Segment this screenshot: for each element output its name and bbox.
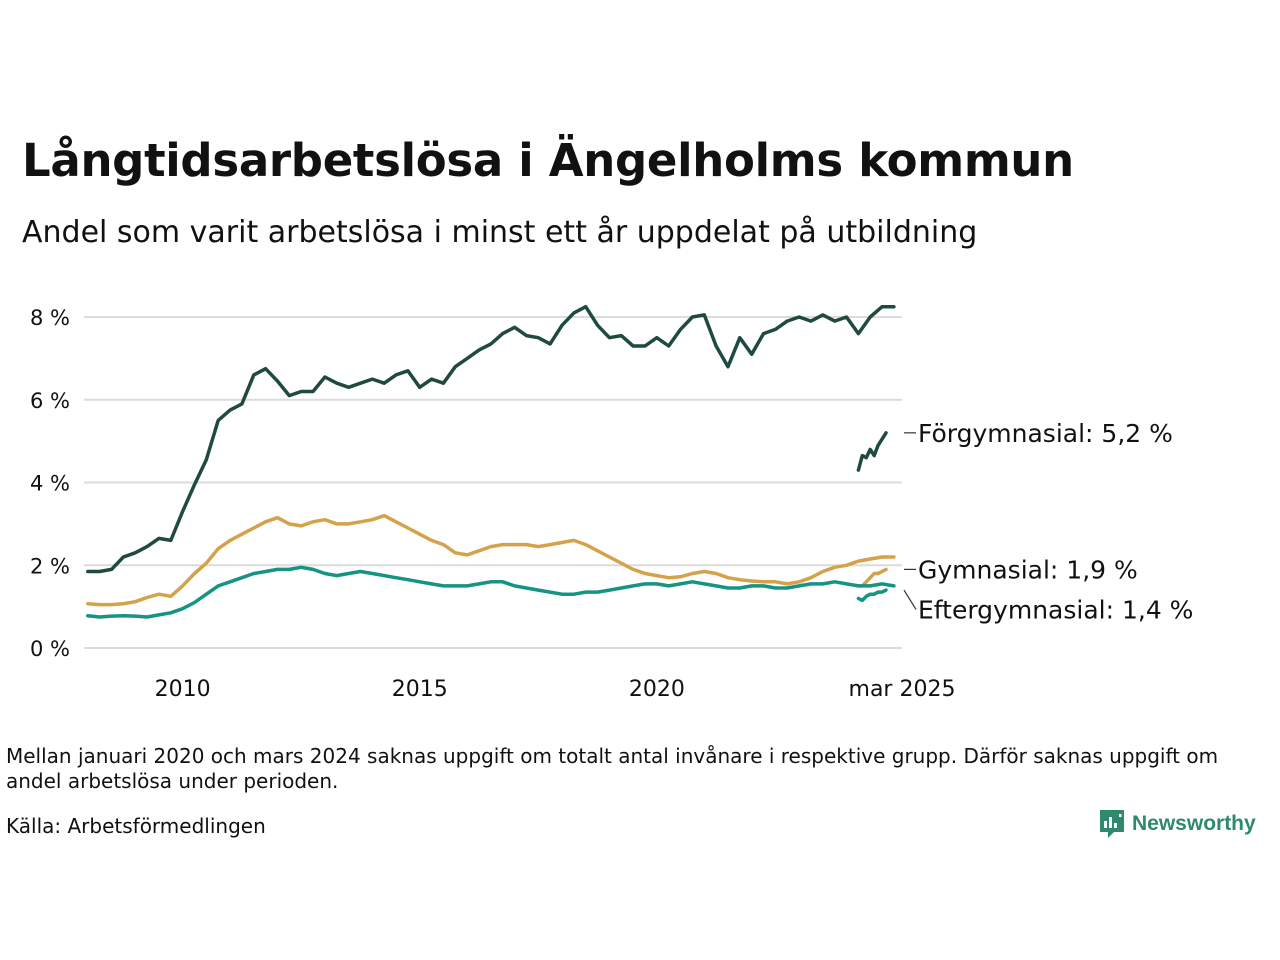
chart-subtitle: Andel som varit arbetslösa i minst ett å…	[22, 215, 978, 250]
y-tick-label: 8 %	[30, 306, 70, 330]
end-label-förgymnasial: Förgymnasial: 5,2 %	[918, 419, 1173, 448]
source-text: Källa: Arbetsförmedlingen	[6, 814, 266, 838]
x-tick-label: 2015	[392, 677, 448, 702]
chart-title: Långtidsarbetslösa i Ängelholms kommun	[22, 134, 1074, 187]
y-axis-ticks: 0 % 2 % 4 % 6 % 8 %	[30, 306, 70, 661]
newsworthy-logo-icon	[1100, 810, 1124, 838]
end-label-connector	[903, 589, 917, 610]
series-line-eftergymnasial	[86, 565, 896, 619]
newsworthy-logo: Newsworthy	[1098, 808, 1256, 840]
x-tick-label: mar 2025	[849, 677, 956, 702]
x-tick-label: 2020	[629, 677, 685, 702]
newsworthy-logo-text: Newsworthy	[1132, 812, 1256, 835]
series-line-förgymnasial	[856, 431, 888, 472]
y-tick-label: 2 %	[30, 554, 70, 578]
end-labels: Förgymnasial: 5,2 % Gymnasial: 1,9 % Efter…	[903, 419, 1193, 624]
y-tick-label: 6 %	[30, 389, 70, 413]
series-line-förgymnasial	[86, 304, 896, 574]
footnote: Mellan januari 2020 och mars 2024 saknas…	[6, 744, 1219, 793]
y-tick-label: 0 %	[30, 637, 70, 661]
x-tick-label: 2010	[155, 677, 211, 702]
end-label-eftergymnasial: Eftergymnasial: 1,4 %	[918, 595, 1193, 624]
grid-lines	[84, 316, 902, 649]
series-line-gymnasial	[86, 513, 896, 607]
x-axis-ticks: 2010 2015 2020 mar 2025	[155, 677, 956, 702]
series-lines	[86, 304, 896, 619]
series-line-eftergymnasial	[856, 588, 888, 603]
y-tick-label: 4 %	[30, 472, 70, 496]
end-label-gymnasial: Gymnasial: 1,9 %	[918, 555, 1138, 584]
